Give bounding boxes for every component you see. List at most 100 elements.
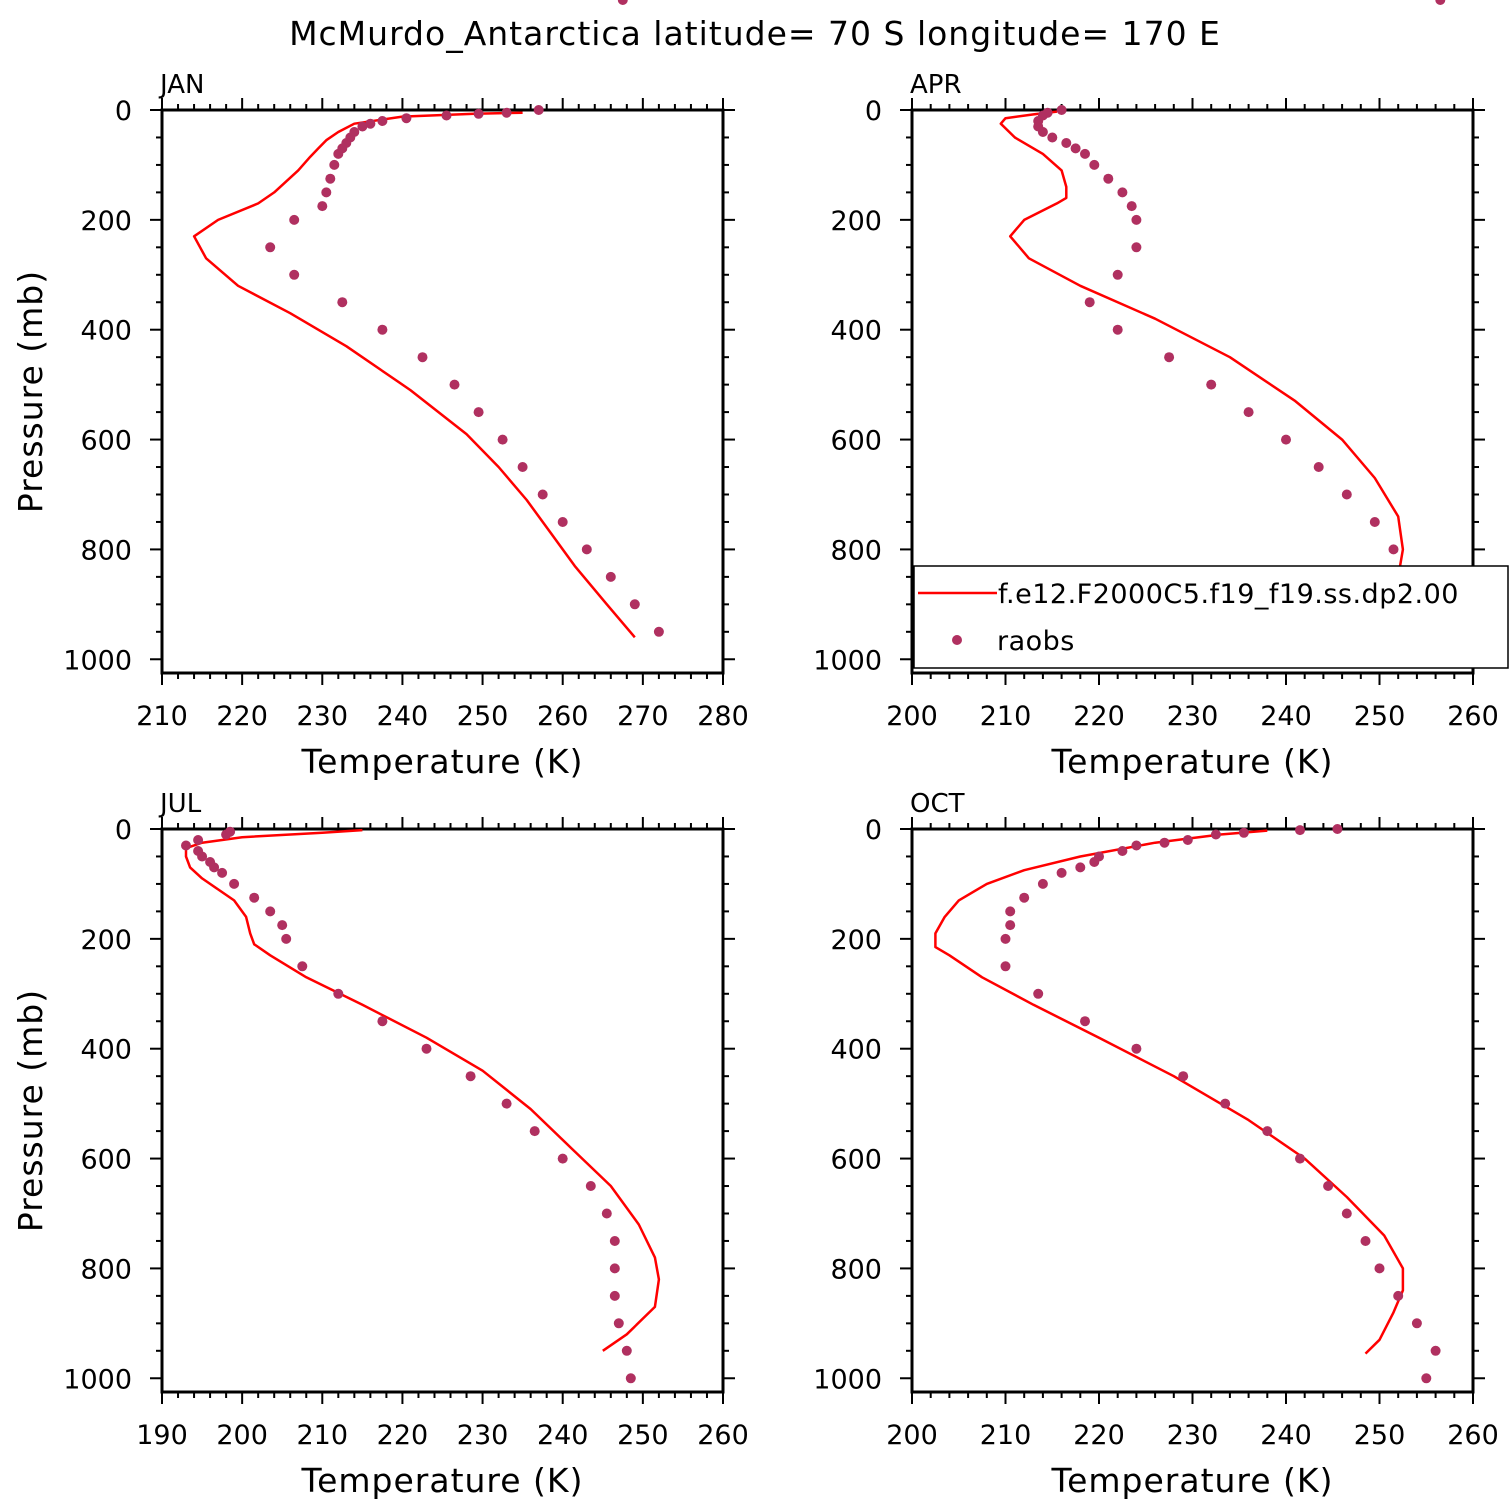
raobs-point [617, 0, 628, 5]
raobs-point [1295, 1153, 1305, 1164]
legend-model-label: f.e12.F2000C5.f19_f19.ss.dp2.00 [998, 579, 1459, 610]
raobs-point [1341, 1208, 1352, 1219]
raobs-point [441, 110, 452, 121]
raobs-point [1332, 824, 1343, 834]
raobs-point [1112, 269, 1123, 280]
y-tick-label: 0 [865, 96, 882, 127]
raobs-point [557, 1153, 568, 1164]
raobs-point [1164, 352, 1175, 363]
raobs-point [281, 933, 292, 944]
y-tick-label: 0 [865, 815, 882, 846]
x-tick-label: 240 [1260, 701, 1312, 732]
raobs-point [625, 1373, 636, 1384]
raobs-point [1360, 1236, 1371, 1246]
raobs-point [1084, 297, 1095, 308]
raobs-points [1000, 824, 1441, 1384]
x-tick-label: 240 [377, 701, 429, 732]
x-tick-label: 220 [1073, 1420, 1125, 1451]
x-tick-label: 250 [1354, 701, 1406, 732]
raobs-point [1103, 173, 1114, 184]
raobs-point [333, 148, 344, 159]
raobs-point [249, 892, 260, 903]
raobs-point [1019, 892, 1030, 903]
legend-box [913, 565, 1509, 669]
raobs-point [517, 462, 528, 472]
raobs-point [1206, 379, 1217, 390]
x-tick-label: 190 [136, 1420, 188, 1451]
y-tick-label: 800 [80, 535, 132, 566]
raobs-point [217, 867, 228, 878]
raobs-point [605, 571, 616, 582]
y-tick-label: 0 [115, 96, 132, 127]
raobs-point [1313, 462, 1324, 472]
raobs-point [401, 113, 412, 124]
raobs-point [421, 1043, 432, 1054]
x-tick-label: 250 [457, 701, 509, 732]
panel-jul: 190 200 210 220 230 240 250 260 0 200 400 600 800 100… [11, 0, 749, 1500]
panel-label: JAN [158, 70, 204, 100]
raobs-point [473, 108, 484, 119]
raobs-point [197, 851, 208, 862]
raobs-point [1341, 489, 1352, 500]
raobs-point [1056, 105, 1067, 115]
raobs-point [289, 214, 300, 225]
raobs-point [1037, 878, 1048, 889]
raobs-point [1033, 988, 1044, 999]
raobs-point [1131, 1043, 1142, 1054]
y-tick-label: 0 [115, 815, 132, 846]
x-tick-label: 250 [617, 1420, 669, 1451]
raobs-point [209, 862, 220, 873]
y-tick-label: 400 [830, 316, 882, 347]
x-tick-label: 220 [377, 1420, 429, 1451]
x-tick-label: 200 [886, 701, 938, 732]
raobs-point [609, 1263, 620, 1274]
raobs-point [297, 961, 308, 972]
x-tick-label: 230 [457, 1420, 509, 1451]
x-tick-label: 220 [1073, 701, 1125, 732]
raobs-point [581, 544, 592, 555]
raobs-point [1056, 867, 1067, 878]
x-tick-label: 240 [537, 1420, 589, 1451]
raobs-point [229, 878, 240, 889]
raobs-point [501, 107, 512, 118]
y-tick-label: 400 [80, 1035, 132, 1066]
raobs-point [1061, 138, 1072, 148]
y-axis-title: Pressure (mb) [11, 989, 50, 1232]
panel-jan: 210 220 230 240 250 260 270 280 0 200 400 600 800 100… [11, 70, 749, 781]
raobs-point [1005, 920, 1016, 931]
raobs-point [221, 829, 232, 840]
raobs-point [377, 1016, 388, 1027]
raobs-point [337, 297, 348, 308]
raobs-point [1005, 906, 1016, 917]
raobs-point [585, 1181, 596, 1191]
raobs-points [1033, 0, 1446, 665]
panels-group: 210 220 230 240 250 260 270 280 0 200 400 600 800 100… [11, 0, 1509, 1500]
plot-frame [160, 108, 725, 675]
raobs-point [1117, 187, 1128, 198]
y-tick-label: 800 [80, 1254, 132, 1285]
raobs-point [557, 517, 568, 527]
raobs-point [1047, 132, 1058, 143]
raobs-point [1388, 544, 1399, 555]
panel-apr: 200 210 220 230 240 250 260 0 200 400 600 800 1000 AP… [813, 0, 1509, 781]
raobs-point [1075, 862, 1086, 873]
x-tick-label: 250 [1354, 1420, 1406, 1451]
raobs-point [1112, 324, 1123, 335]
raobs-point [325, 173, 336, 184]
raobs-point [1117, 846, 1128, 856]
raobs-point [1080, 148, 1090, 159]
x-axis-title: Temperature (K) [301, 1461, 584, 1500]
y-tick-label: 1000 [813, 1364, 882, 1395]
raobs-point [1435, 0, 1446, 5]
raobs-point [289, 269, 300, 280]
raobs-point [1089, 857, 1100, 867]
raobs-point [529, 1126, 540, 1137]
raobs-point [1295, 825, 1305, 836]
raobs-point [1080, 1016, 1090, 1027]
raobs-point [629, 599, 640, 610]
raobs-point [265, 242, 276, 253]
raobs-point [537, 489, 548, 500]
raobs-point [1178, 1071, 1189, 1082]
